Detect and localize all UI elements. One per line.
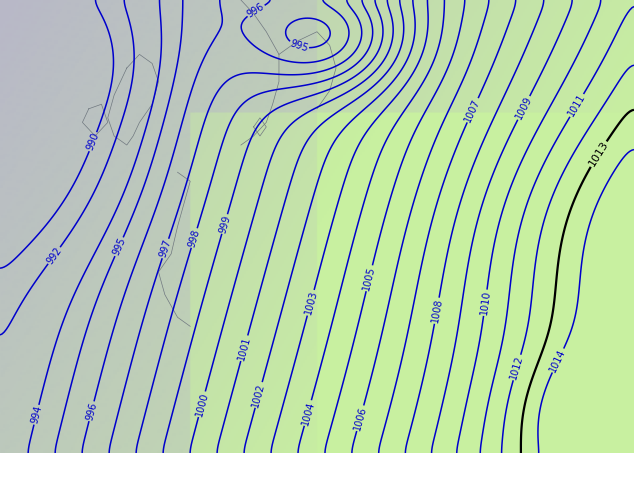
Text: 1005: 1005 [361,265,377,292]
Text: © weatheronline.co.uk: © weatheronline.co.uk [500,478,631,488]
Text: 990: 990 [85,131,101,152]
Text: 999: 999 [217,214,232,234]
Text: 1009: 1009 [514,95,534,121]
Text: 995: 995 [288,39,309,54]
Text: 1007: 1007 [463,97,482,123]
Text: 1002: 1002 [250,382,267,408]
Text: We 25-09-2024 00:00 UTC (06+42): We 25-09-2024 00:00 UTC (06+42) [422,464,631,473]
Text: 996: 996 [84,401,99,421]
Text: 996: 996 [245,1,266,20]
Text: 1012: 1012 [508,354,525,381]
Text: 1014: 1014 [548,347,568,374]
Text: 994: 994 [29,405,44,425]
Text: Surface pressure [hPa] GFS 0.25: Surface pressure [hPa] GFS 0.25 [3,464,212,473]
Text: 992: 992 [44,245,63,266]
Text: 1010: 1010 [479,290,492,316]
Text: 998: 998 [187,228,202,248]
Text: 997: 997 [158,238,173,259]
Text: 1006: 1006 [352,405,368,431]
Text: 1003: 1003 [303,290,319,316]
Text: 1004: 1004 [300,400,316,426]
Text: 1000: 1000 [194,391,210,417]
Text: 1013: 1013 [587,140,610,169]
Text: 1008: 1008 [430,298,444,323]
Text: 1011: 1011 [566,92,587,119]
Text: 1001: 1001 [236,335,252,362]
Text: 995: 995 [111,236,127,257]
